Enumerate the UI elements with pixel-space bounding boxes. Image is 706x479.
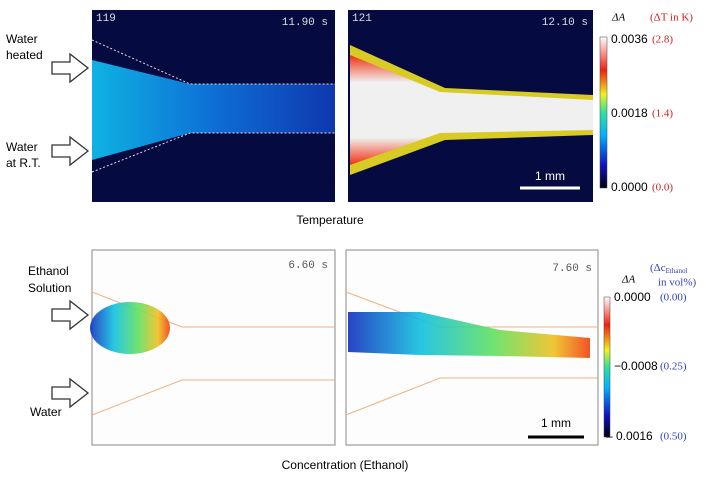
flow-region [92, 60, 335, 160]
channel-wall [91, 132, 335, 173]
colorbar-tick-value: (0.00) [660, 292, 687, 304]
channel-wall [345, 377, 598, 416]
colorbar [603, 296, 611, 438]
scale-bar-label: 1 mm [541, 416, 571, 430]
inlet-label: Solution [28, 281, 71, 295]
unit-part: (Δc [650, 262, 666, 274]
colorbar-unit: in vol%) [658, 277, 697, 289]
colorbar-tick-label: 0.0000 [614, 290, 651, 304]
inlet-label: Water [6, 140, 38, 154]
colorbar-symbol: ΔA [621, 274, 635, 286]
concentration-region [348, 312, 590, 358]
flow-region [350, 55, 593, 165]
inlet-label: heated [6, 48, 43, 62]
channel-wall [91, 39, 335, 85]
colorbar-tick-value: (0.25) [660, 361, 687, 373]
timestamp: 7.60 s [552, 263, 592, 275]
colorbar-tick-label: – 0.0016 [606, 429, 653, 443]
colorbar-tick-value: (1.4) [652, 108, 673, 120]
channel-wall [91, 379, 335, 416]
inlet-label: Ethanol [28, 264, 69, 278]
colorbar [599, 36, 608, 189]
colorbar-tick-value: (0.0) [652, 182, 673, 194]
colorbar-unit: (ΔT in K) [650, 12, 693, 24]
colorbar-unit: (ΔcEthanol [650, 262, 687, 275]
colorbar-tick-value: (2.8) [652, 34, 673, 46]
inlet-label: Water [30, 405, 62, 419]
caption: Concentration (Ethanol) [282, 458, 409, 472]
timestamp: 11.90 s [282, 17, 328, 29]
colorbar-tick-label: 0.0000 [611, 180, 648, 194]
inlet-arrow [51, 135, 90, 167]
colorbar-symbol: ΔA [611, 12, 625, 24]
colorbar-tick-value: (0.50) [660, 431, 687, 443]
inlet-label: Water [6, 32, 38, 46]
frame-number: 119 [96, 13, 116, 25]
frame-number: 121 [352, 13, 372, 25]
inlet-arrow [51, 299, 90, 331]
inlet-arrow [51, 377, 90, 409]
colorbar-tick-label: −0.0008 [614, 359, 658, 373]
timestamp: 6.60 s [288, 260, 328, 272]
colorbar-tick-label: 0.0036 [611, 32, 648, 46]
inlet-label: at R.T. [6, 156, 41, 170]
inlet-arrow [51, 52, 90, 84]
concentration-region [90, 302, 170, 354]
timestamp: 12.10 s [542, 17, 588, 29]
colorbar-tick-label: 0.0018 [611, 106, 648, 120]
unit-subscript: Ethanol [666, 267, 688, 275]
caption: Temperature [296, 213, 364, 227]
scale-bar-label: 1 mm [535, 169, 565, 183]
